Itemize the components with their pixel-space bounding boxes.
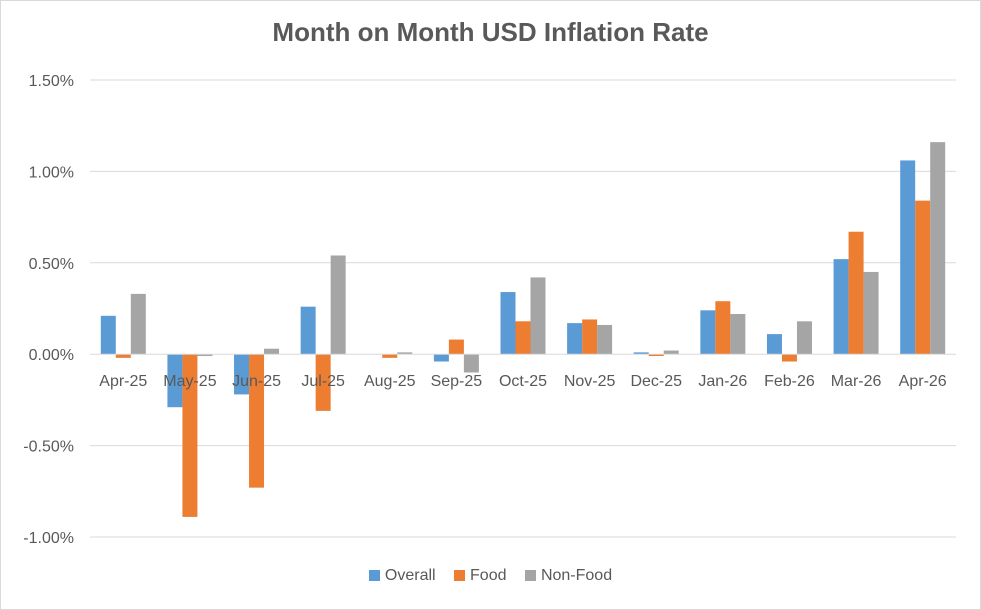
- x-tick-label: Apr-25: [99, 373, 147, 390]
- y-axis-ticks: 1.50% 1.00% 0.50% 0.00% -0.50% -1.00%: [23, 73, 74, 547]
- bar-overall-jun-25: [234, 354, 250, 395]
- bar-non-food-apr-25: [130, 293, 146, 355]
- bar-food-jan-26: [715, 301, 731, 355]
- legend-item-non-food: Non-Food: [524, 567, 613, 585]
- legend-swatch-non-food: [524, 570, 536, 581]
- bar-non-food-aug-25: [397, 352, 413, 355]
- bar-non-food-dec-25: [663, 350, 679, 355]
- bar-food-sep-25: [448, 339, 464, 355]
- y-tick-label: 0.00%: [29, 347, 74, 364]
- y-tick-label: -0.50%: [23, 439, 74, 456]
- legend-swatch-food: [454, 570, 466, 581]
- y-tick-label: -1.00%: [23, 530, 74, 547]
- x-tick-label: Jan-26: [698, 373, 747, 390]
- bar-overall-dec-25: [633, 352, 649, 355]
- legend-item-overall: Overall: [368, 567, 436, 585]
- x-tick-label: Dec-25: [630, 373, 682, 390]
- bar-food-jul-25: [315, 354, 331, 411]
- bar-non-food-nov-25: [597, 324, 613, 355]
- bar-overall-nov-25: [567, 323, 583, 355]
- x-tick-label: Feb-26: [764, 373, 815, 390]
- bar-overall-sep-25: [433, 354, 449, 362]
- x-tick-label: Mar-26: [831, 373, 882, 390]
- bar-non-food-oct-25: [530, 277, 546, 355]
- bar-overall-feb-26: [766, 334, 782, 355]
- bar-overall-apr-26: [900, 160, 916, 355]
- bar-non-food-jul-25: [330, 255, 346, 355]
- bar-non-food-jun-25: [264, 348, 280, 355]
- y-tick-label: 0.50%: [29, 256, 74, 273]
- bar-food-nov-25: [582, 319, 598, 355]
- y-tick-label: 1.50%: [29, 73, 74, 90]
- bar-overall-jul-25: [300, 306, 316, 355]
- legend: Overall Food Non-Food: [0, 567, 981, 585]
- bar-food-oct-25: [515, 321, 531, 355]
- bar-non-food-jan-26: [730, 313, 746, 355]
- x-tick-label: Jul-25: [301, 373, 345, 390]
- bars: [100, 142, 946, 517]
- bar-overall-jan-26: [700, 310, 716, 355]
- bar-overall-may-25: [167, 354, 183, 408]
- bar-food-dec-25: [648, 354, 664, 357]
- bar-non-food-apr-26: [930, 142, 946, 355]
- bar-food-apr-25: [115, 354, 131, 358]
- bar-food-apr-26: [915, 200, 931, 355]
- legend-item-food: Food: [454, 567, 507, 585]
- legend-label-non-food: Non-Food: [540, 567, 613, 584]
- x-tick-label: Jun-25: [232, 373, 281, 390]
- x-tick-label: May-25: [163, 373, 216, 390]
- bar-non-food-mar-26: [863, 271, 879, 355]
- x-tick-label: Oct-25: [499, 373, 547, 390]
- y-tick-label: 1.00%: [29, 164, 74, 181]
- bar-food-aug-25: [382, 354, 398, 358]
- x-tick-label: Sep-25: [431, 373, 483, 390]
- gridlines: [90, 79, 956, 538]
- bar-non-food-may-25: [197, 354, 213, 357]
- bar-overall-apr-25: [100, 315, 116, 355]
- bar-food-feb-26: [781, 354, 797, 362]
- x-tick-label: Nov-25: [564, 373, 616, 390]
- bar-food-may-25: [182, 354, 198, 517]
- x-tick-label: Apr-26: [899, 373, 947, 390]
- legend-swatch-overall: [368, 570, 380, 581]
- x-tick-label: Aug-25: [364, 373, 416, 390]
- bar-overall-mar-26: [833, 259, 849, 355]
- legend-label-food: Food: [470, 567, 507, 584]
- bar-overall-oct-25: [500, 292, 516, 355]
- bar-food-jun-25: [249, 354, 265, 488]
- bar-food-mar-26: [848, 231, 864, 355]
- bar-non-food-sep-25: [463, 354, 479, 373]
- chart-title: Month on Month USD Inflation Rate: [272, 17, 709, 47]
- x-axis-ticks: Apr-25 May-25 Jun-25 Jul-25 Aug-25 Sep-25 Oct-…: [99, 373, 947, 390]
- bar-non-food-feb-26: [796, 321, 812, 355]
- legend-label-overall: Overall: [384, 567, 436, 584]
